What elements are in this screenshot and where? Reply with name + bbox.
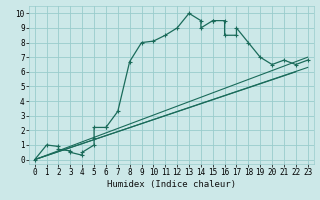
X-axis label: Humidex (Indice chaleur): Humidex (Indice chaleur) — [107, 180, 236, 189]
